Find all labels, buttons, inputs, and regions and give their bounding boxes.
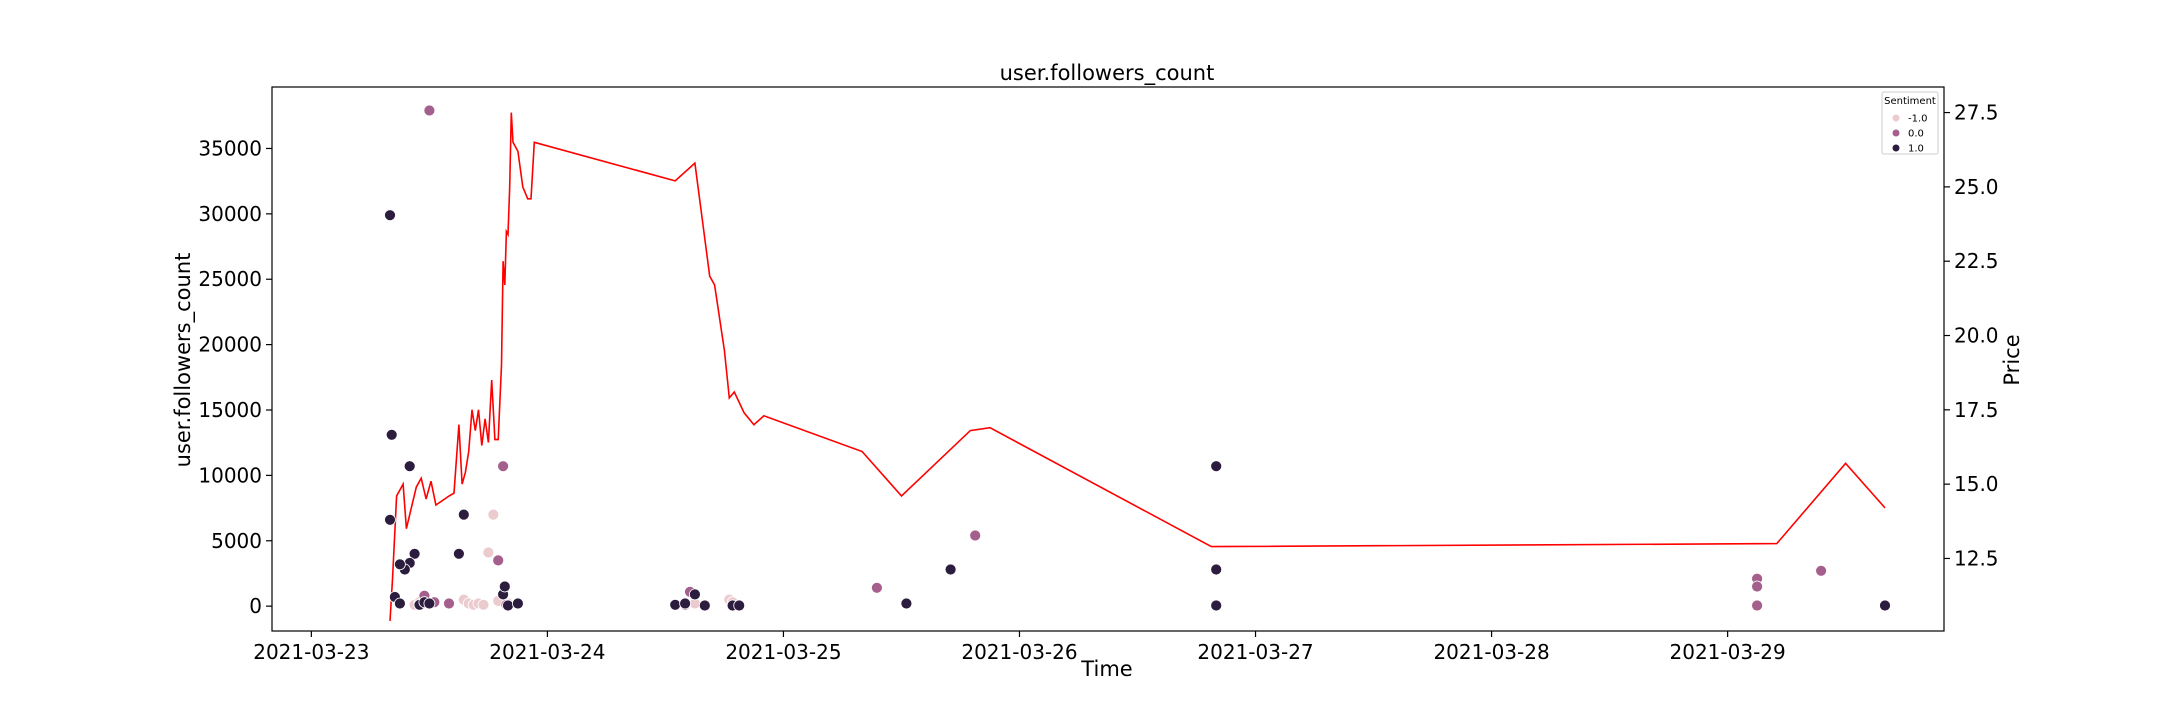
scatter-point [669,598,682,611]
scatter-point [1210,599,1223,612]
scatter-series-1.0 [384,209,1891,612]
legend: Sentiment -1.0 0.0 1.0 [1881,91,1939,155]
scatter-point [497,460,510,473]
plot-frame [271,86,1945,632]
scatter-point [1879,599,1891,612]
y-tick-label: 15000 [198,398,262,422]
scatter-point [871,581,883,594]
y-tick-label: 30000 [198,202,262,226]
y-tick-label: 5000 [211,529,262,553]
scatter-point [393,597,406,610]
legend-marker [1892,144,1900,152]
legend-box [1881,91,1939,155]
y-axis-left: 0 5000 10000 15000 20000 25000 30000 35000 [198,136,272,618]
x-tick-label: 2021-03-28 [1433,640,1549,664]
x-axis: 2021-03-23 2021-03-24 2021-03-25 2021-03-26… [253,631,1786,664]
x-tick-label: 2021-03-26 [961,640,1077,664]
y2-tick-label: 12.5 [1954,546,1999,570]
y-tick-label: 10000 [198,463,262,487]
scatter-point [1751,599,1763,612]
x-tick-label: 2021-03-27 [1197,640,1313,664]
x-tick-label: 2021-03-24 [489,640,605,664]
scatter-point [408,547,421,560]
y2-tick-label: 15.0 [1954,472,1999,496]
scatter-point [1210,460,1223,473]
x-tick-label: 2021-03-23 [253,640,369,664]
price-line [389,112,1886,621]
scatter-point [477,598,490,611]
x-axis-label: Time [1080,657,1132,681]
scatter-point [1815,564,1827,577]
legend-entry-label: 1.0 [1908,144,1924,155]
y2-axis-label: Price [2000,334,2024,385]
legend-marker [1892,114,1900,122]
scatter-point [679,597,691,610]
scatter-point [492,554,505,567]
y-tick-label: 0 [249,594,262,618]
y2-tick-label: 17.5 [1954,398,1999,422]
scatter-point [393,558,406,571]
scatter-point [384,513,396,526]
y2-tick-label: 27.5 [1954,101,1999,125]
scatter-point [423,597,436,610]
scatter-point [443,597,455,610]
scatter-point [487,508,500,521]
x-tick-label: 2021-03-29 [1670,640,1786,664]
scatter-point [689,588,701,601]
plot-area [384,104,1891,621]
scatter-point [457,508,470,521]
scatter-point [512,597,524,610]
y-tick-label: 25000 [198,267,262,291]
scatter-point [944,563,957,576]
y2-tick-label: 22.5 [1954,249,1999,273]
y2-tick-label: 20.0 [1954,324,1999,348]
y-tick-label: 35000 [198,136,262,160]
scatter-point [1210,563,1223,576]
chart-title: user.followers_count [1000,61,1215,86]
scatter-point [733,599,746,612]
x-tick-label: 2021-03-25 [725,640,841,664]
y-tick-label: 20000 [198,333,262,357]
scatter-point [969,529,982,542]
y2-tick-label: 25.0 [1954,175,1999,199]
scatter-point [900,597,913,610]
scatter-point [482,546,495,559]
scatter-point [498,580,511,593]
scatter-point [403,460,416,473]
scatter-point [384,209,396,222]
scatter-point [1751,580,1763,593]
scatter-point [452,547,465,560]
scatter-series-0.0 [418,104,1827,612]
y-axis-right: 12.5 15.0 17.5 20.0 22.5 25.0 27.5 [1944,101,1999,570]
legend-entry-label: 0.0 [1908,129,1924,140]
scatter-point [385,428,398,441]
scatter-point [698,599,711,612]
legend-marker [1892,129,1900,137]
legend-entry-label: -1.0 [1908,114,1928,125]
scatter-series--1.0 [408,508,739,611]
y-axis-label: user.followers_count [171,253,196,468]
legend-title: Sentiment [1884,96,1936,107]
scatter-point [502,599,514,612]
scatter-point [423,104,436,117]
